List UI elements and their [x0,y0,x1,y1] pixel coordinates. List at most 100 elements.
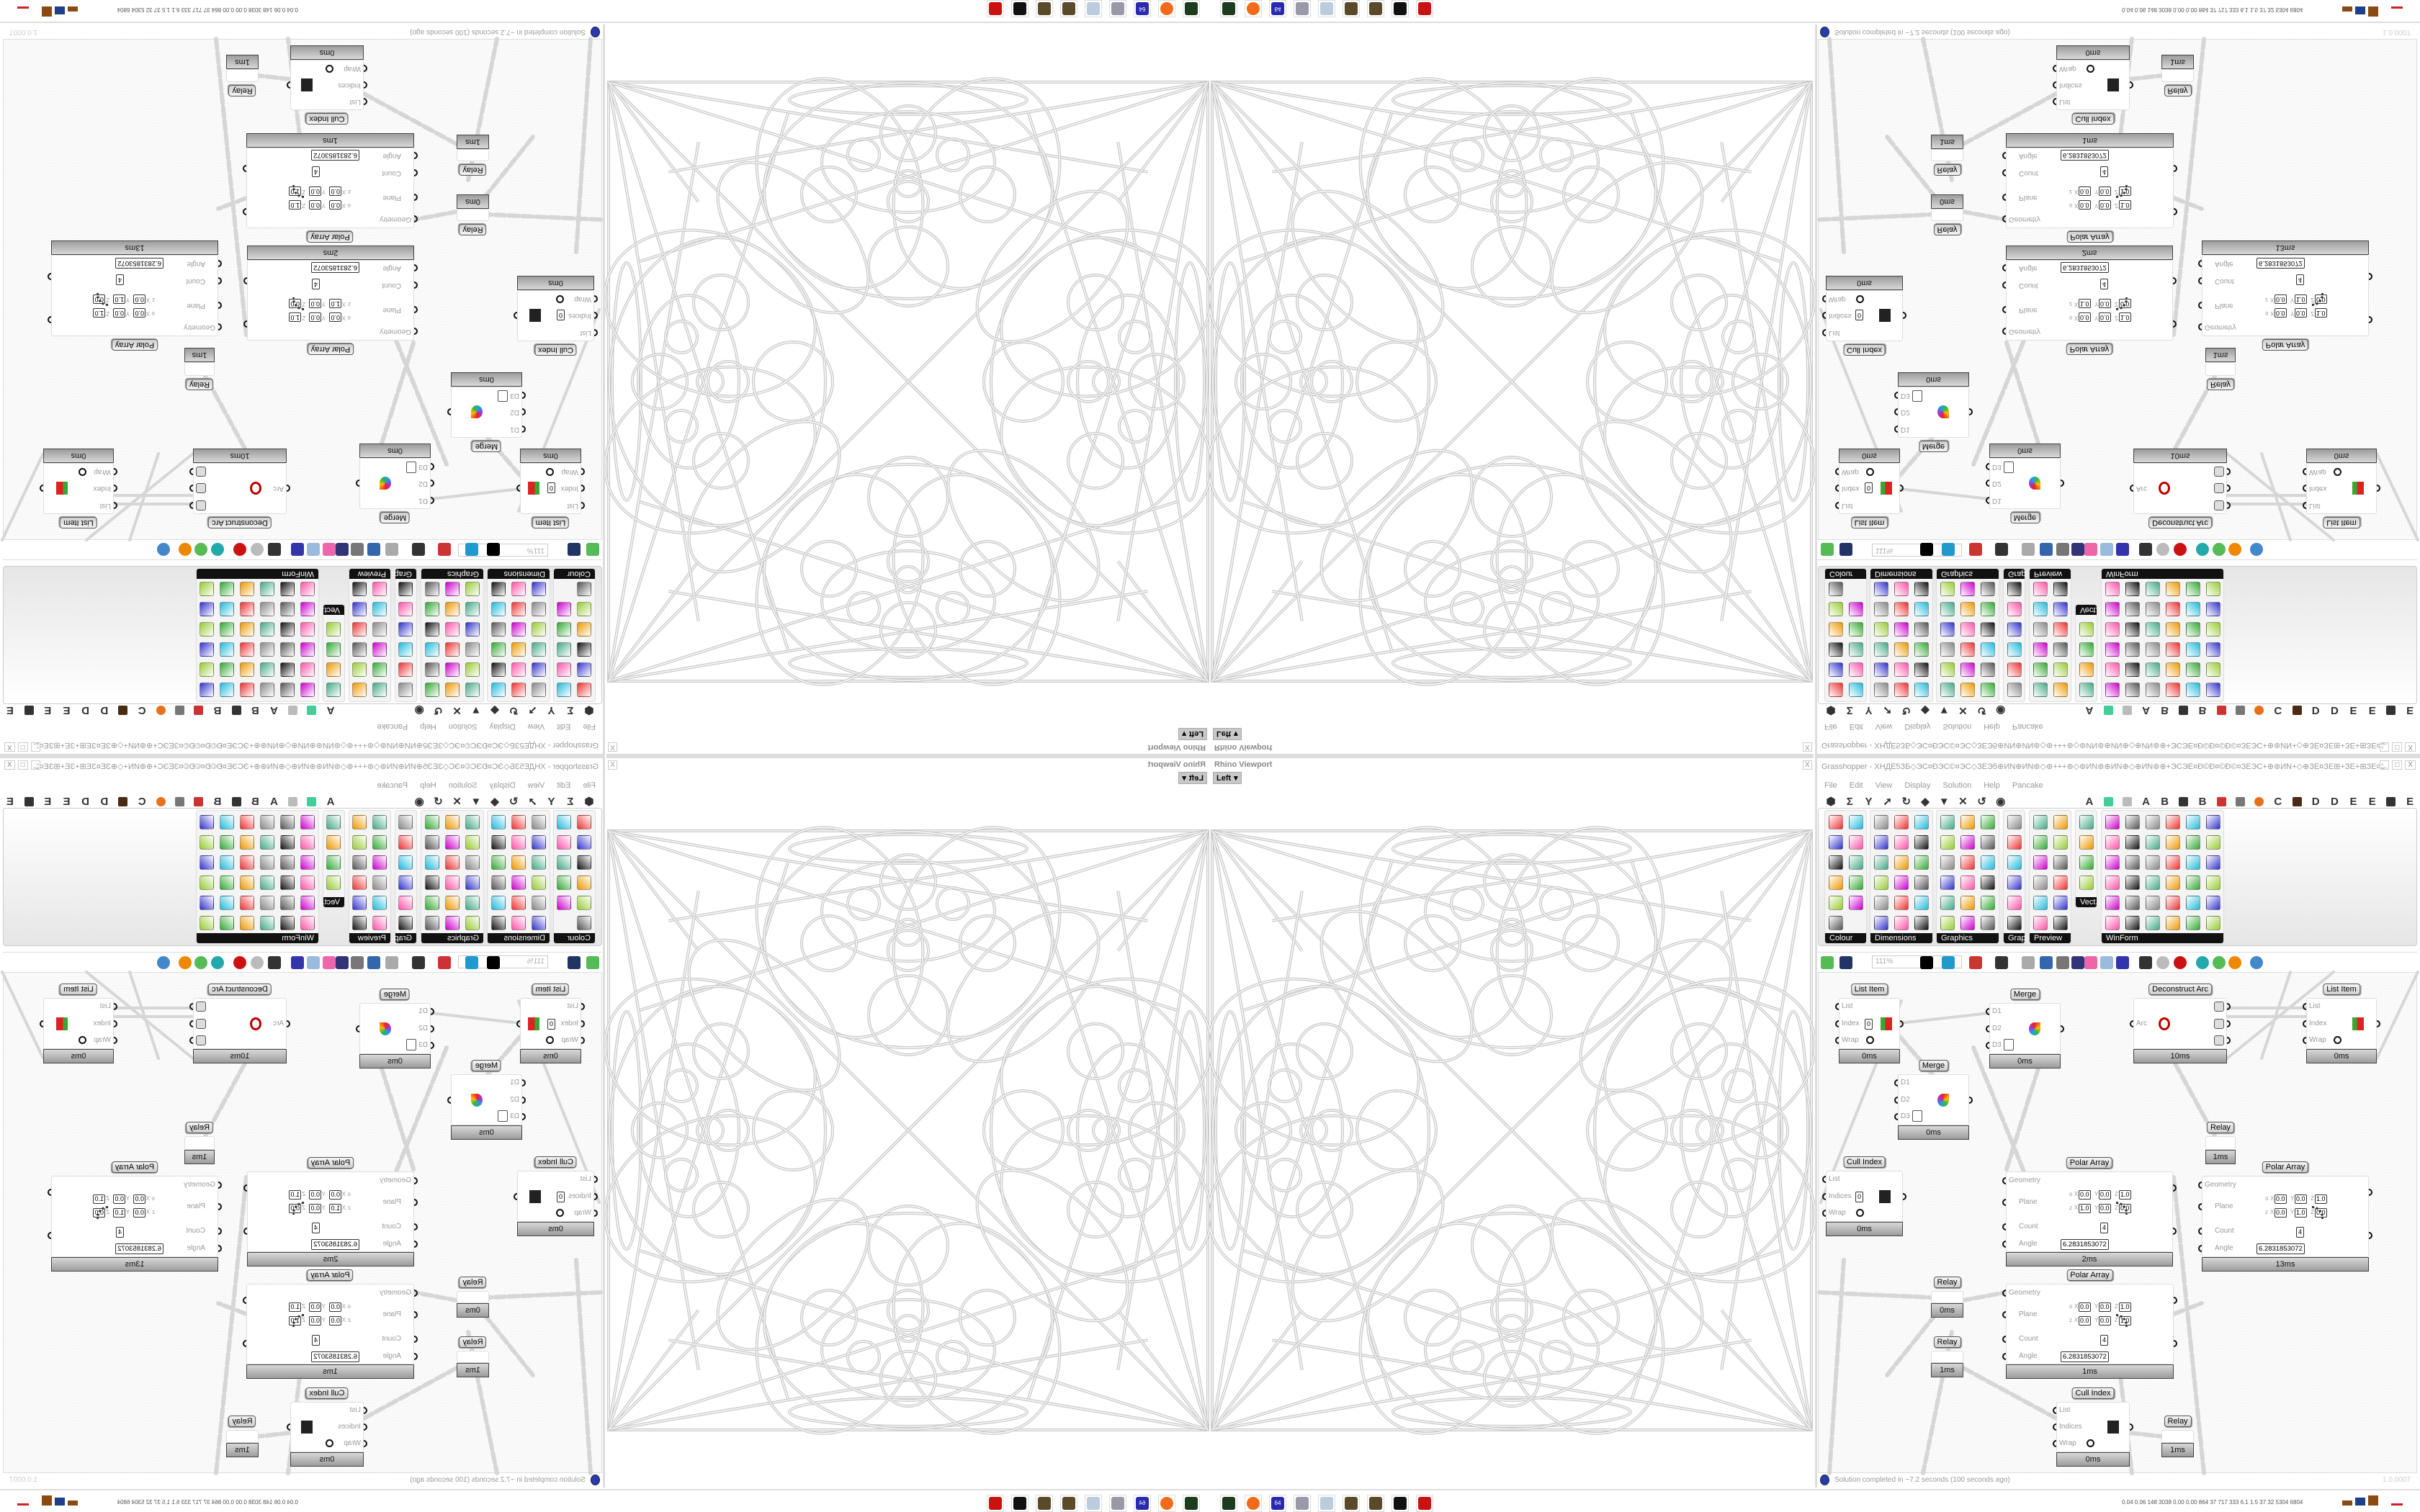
component-icon[interactable] [1914,896,1929,910]
component-title[interactable]: Cull Index [534,1156,577,1168]
plane-value-field[interactable]: 1.0 [329,1204,341,1213]
rhino-viewport-geometry[interactable] [605,76,1210,688]
component-title[interactable]: Polar Array [2066,343,2113,355]
input-grip[interactable] [2002,306,2006,313]
component-body[interactable] [226,1430,259,1443]
plane-value-field[interactable]: 0.0 [2099,1204,2111,1213]
input-grip[interactable] [2130,1020,2133,1027]
component-icon[interactable] [2033,835,2048,850]
component-title[interactable]: Polar Array [307,1157,354,1169]
plane-value-field[interactable]: 1.0 [2119,1190,2131,1200]
input-grip[interactable] [2198,1203,2202,1210]
arrow-down-icon[interactable] [196,1001,206,1012]
index-value-field[interactable]: 0 [1855,310,1864,321]
component-icon[interactable] [1894,815,1909,829]
component-icon[interactable] [2033,916,2048,930]
input-grip[interactable] [1835,467,1839,475]
stone-icon[interactable] [1036,0,1053,17]
output-grip[interactable] [243,1297,246,1304]
plane-value-field[interactable]: 0.0 [329,1302,341,1312]
plane-value-field[interactable]: 0.0 [2275,1208,2287,1218]
input-grip[interactable] [2002,328,2006,335]
output-grip[interactable] [243,277,247,284]
component-icon[interactable] [2206,855,2220,870]
component-title[interactable]: Merge [380,989,411,1000]
component-title[interactable]: Relay [228,1416,256,1427]
script-icon[interactable] [1109,0,1126,17]
rhino-viewport-geometry[interactable] [1210,824,1815,1436]
component-icon[interactable] [2186,835,2200,850]
wrap-toggle[interactable] [2087,64,2094,73]
stone-icon[interactable] [1367,1495,1384,1512]
input-grip[interactable] [2053,1406,2056,1414]
input-grip[interactable] [2198,1182,2202,1189]
plane-value-field[interactable]: 0.0 [2099,1316,2111,1326]
output-grip[interactable] [189,1037,193,1045]
component-icon[interactable] [1874,896,1888,910]
component-title[interactable]: Cull Index [1843,344,1886,356]
input-grip[interactable] [1894,391,1898,399]
input-grip[interactable] [1835,1037,1839,1045]
panel-label[interactable]: Grap... [2004,933,2033,943]
component-icon[interactable] [2125,916,2140,930]
component-icon[interactable] [1874,855,1888,870]
plane-value-field[interactable]: 0.0 [2099,1302,2111,1312]
component-body[interactable] [2205,1136,2236,1150]
component-title[interactable]: Relay [2164,1416,2192,1427]
script-icon[interactable] [1109,1495,1126,1512]
component-title[interactable]: Relay [1933,1277,1961,1288]
green-shape-icon[interactable] [2213,956,2226,969]
component-icon[interactable] [1849,835,1863,850]
input-grip[interactable] [1986,1025,1989,1032]
plane-value-field[interactable]: 0.0 [309,1316,321,1326]
gear-icon[interactable] [1416,1495,1433,1512]
component-title[interactable]: Merge [471,441,502,452]
script-icon[interactable] [1294,1495,1311,1512]
component-icon[interactable] [2186,815,2200,829]
component-title[interactable]: Relay [2164,85,2192,96]
component-title[interactable]: List Item [1850,984,1888,995]
input-grip[interactable] [1835,502,1839,510]
panel-label[interactable]: Colour [1825,933,1866,943]
component-body[interactable] [457,1351,489,1363]
input-grip[interactable] [2002,215,2006,222]
plane-value-field[interactable]: 0.0 [2275,308,2287,318]
component-icon[interactable] [1981,835,1995,850]
component-icon[interactable] [1960,896,1975,910]
plane-value-field[interactable]: 0.0 [2099,186,2111,196]
component-title[interactable]: Relay [1933,1336,1961,1348]
angle-field[interactable]: 6.2831853072 [2061,150,2109,161]
plane-value-field[interactable]: 0.0 [133,1194,145,1204]
zoom-extents-icon[interactable] [1920,956,1933,969]
component-icon[interactable] [2105,916,2120,930]
at-icon[interactable] [2022,956,2035,969]
component-title[interactable]: Relay [459,1277,487,1288]
component-title[interactable]: Polar Array [2262,339,2309,351]
plane-value-field[interactable]: 1.0 [2295,294,2307,304]
component-title[interactable]: Polar Array [2066,231,2113,243]
component-icon[interactable] [2007,916,2022,930]
component-body[interactable] [2133,998,2227,1049]
input-grip[interactable] [2198,1228,2202,1235]
input-grip[interactable] [2002,1353,2006,1360]
gem-icon[interactable] [2099,796,2118,806]
component-icon[interactable] [2053,896,2068,910]
component-icon[interactable] [1914,916,1929,930]
component-body[interactable] [1989,1003,2061,1054]
component-title[interactable]: Cull Index [305,1387,349,1399]
notepad-icon[interactable] [1085,0,1102,17]
input-grip[interactable] [2053,1440,2056,1448]
output-grip[interactable] [2227,1037,2231,1045]
input-grip[interactable] [2002,1336,2006,1343]
tab-letter[interactable]: B [2161,795,2169,808]
maths-tab-icon[interactable]: Σ [1846,795,1853,808]
angle-field[interactable]: 6.2831853072 [311,1239,359,1250]
input-grip[interactable] [2002,1177,2006,1184]
input-grip[interactable] [2198,1245,2202,1252]
component-icon[interactable] [1981,815,1995,829]
component-title[interactable]: Polar Array [307,1269,354,1281]
count-field[interactable]: 4 [2296,1227,2305,1238]
component-title[interactable]: Polar Array [307,343,354,355]
output-grip[interactable] [2369,1232,2372,1239]
component-title[interactable]: Deconstruct Arc [208,517,272,528]
